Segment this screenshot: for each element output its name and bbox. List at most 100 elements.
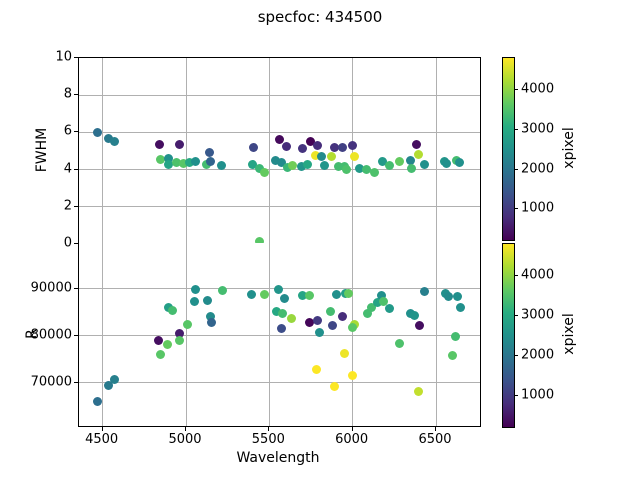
y-tick-label: 10 <box>55 49 72 65</box>
scatter-point <box>184 157 194 167</box>
colorbar-tick-mark <box>514 315 518 317</box>
scatter-point <box>329 382 339 392</box>
scatter-point <box>163 153 173 163</box>
y-gridline <box>79 169 480 171</box>
scatter-point <box>175 336 185 346</box>
x-tick-mark <box>268 427 270 431</box>
scatter-point <box>277 308 287 318</box>
scatter-point <box>254 164 264 174</box>
scatter-point <box>163 339 173 349</box>
scatter-point <box>310 150 320 160</box>
scatter-point <box>347 323 357 333</box>
colorbar-tick-label: 3000 <box>521 121 555 137</box>
x-gridline <box>185 58 187 244</box>
scatter-point <box>444 292 453 302</box>
x-gridline <box>268 243 270 426</box>
x-gridline <box>435 243 437 426</box>
y-tick-mark <box>74 131 78 133</box>
scatter-point <box>338 142 348 152</box>
scatter-point <box>216 160 226 170</box>
scatter-point <box>349 152 359 162</box>
scatter-point <box>259 167 269 177</box>
colorbar-tick-label: 4000 <box>521 267 555 283</box>
scatter-point <box>376 290 386 300</box>
scatter-point <box>448 351 458 361</box>
scatter-point <box>456 302 466 312</box>
scatter-point <box>110 136 120 146</box>
scatter-point <box>348 371 358 381</box>
scatter-point <box>270 155 280 165</box>
scatter-point <box>286 313 296 323</box>
scatter-point <box>451 332 461 342</box>
scatter-point <box>276 158 286 168</box>
scatter-point <box>110 375 120 385</box>
y-tick-label: 80000 <box>30 327 72 343</box>
x-gridline <box>352 243 354 426</box>
y-gridline <box>79 94 480 96</box>
scatter-point <box>203 295 213 305</box>
y-tick-label: 70000 <box>30 374 72 390</box>
scatter-point <box>273 284 283 294</box>
scatter-point <box>304 290 314 300</box>
scatter-point <box>168 305 178 315</box>
wavelength-axis-label: Wavelength <box>236 450 320 466</box>
colorbar-top-label: xpixel <box>561 127 577 169</box>
scatter-point <box>419 159 429 169</box>
scatter-point <box>314 328 324 338</box>
colorbar-tick-mark <box>514 275 518 277</box>
y-tick-label: 2 <box>63 198 72 214</box>
scatter-point <box>155 154 165 164</box>
scatter-point <box>411 139 421 149</box>
y-tick-mark <box>74 288 78 290</box>
colorbar-tick-label: 4000 <box>521 81 555 97</box>
y-tick-mark <box>74 335 78 337</box>
x-tick-label: 6500 <box>418 432 452 447</box>
scatter-point <box>259 290 269 300</box>
scatter-point <box>155 349 165 359</box>
y-gridline <box>79 334 480 336</box>
scatter-point <box>366 302 376 312</box>
scatter-point <box>419 287 429 297</box>
scatter-point <box>246 290 256 300</box>
scatter-point <box>329 142 339 152</box>
y-tick-mark <box>74 94 78 96</box>
colorbar-tick-label: 1000 <box>521 200 555 216</box>
scatter-point <box>304 318 314 328</box>
y-tick-label: 0 <box>63 235 72 251</box>
scatter-point <box>179 159 188 169</box>
scatter-point <box>355 164 365 174</box>
scatter-point <box>326 152 336 162</box>
scatter-point <box>363 309 373 319</box>
scatter-point <box>164 160 174 170</box>
scatter-point <box>201 159 211 169</box>
colorbar-top <box>502 57 515 241</box>
scatter-point <box>171 158 181 168</box>
figure-title: specfoc: 434500 <box>257 8 383 26</box>
x-tick-label: 5500 <box>251 432 285 447</box>
scatter-point <box>344 288 353 298</box>
scatter-point <box>154 139 164 149</box>
y-gridline <box>79 131 480 133</box>
y-tick-label: 6 <box>63 123 72 139</box>
scatter-point <box>406 155 416 165</box>
y-tick-label: 90000 <box>30 280 72 296</box>
x-tick-label: 5000 <box>168 432 202 447</box>
x-gridline <box>352 58 354 244</box>
colorbar-tick-label: 3000 <box>521 307 555 323</box>
scatter-point <box>248 159 258 169</box>
colorbar-tick-label: 2000 <box>521 161 555 177</box>
scatter-point <box>311 364 321 374</box>
scatter-point <box>298 144 308 154</box>
scatter-point <box>206 311 216 321</box>
scatter-point <box>414 320 424 330</box>
scatter-point <box>174 328 184 338</box>
scatter-point <box>281 142 291 152</box>
y-tick-label: 4 <box>63 161 72 177</box>
x-gridline <box>102 243 104 426</box>
y-tick-mark <box>74 57 78 58</box>
scatter-point <box>369 168 379 178</box>
scatter-point <box>280 294 290 304</box>
scatter-point <box>384 304 394 313</box>
x-gridline <box>268 58 270 244</box>
